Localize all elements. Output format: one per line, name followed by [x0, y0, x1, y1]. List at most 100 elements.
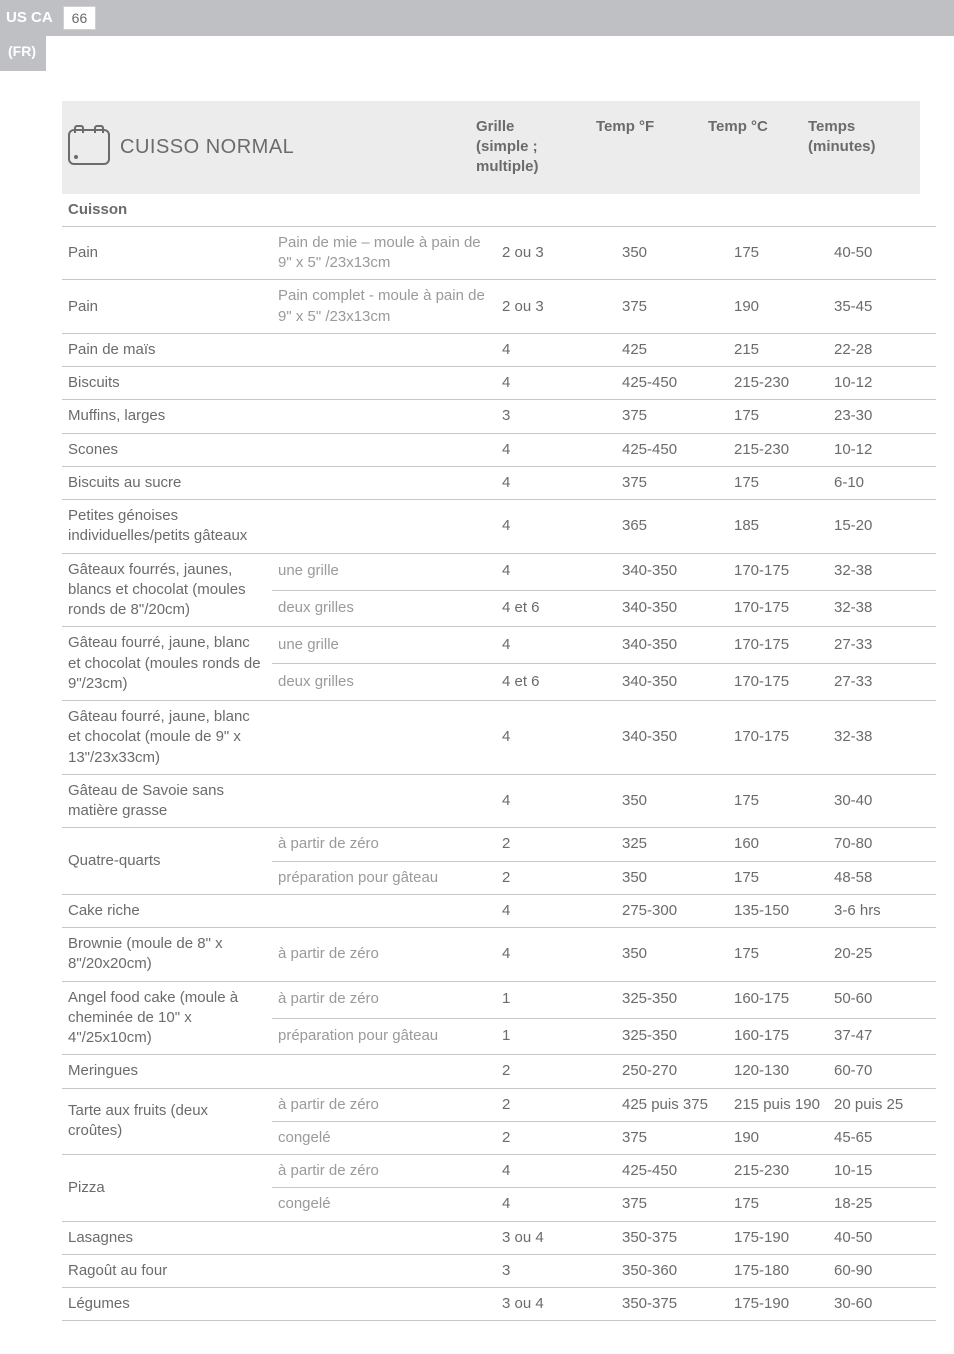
grille-cell: 4 — [496, 928, 616, 982]
prep-cell — [272, 774, 496, 828]
tempc-cell: 170-175 — [728, 664, 828, 701]
time-cell: 30-40 — [828, 774, 936, 828]
page-tab: US CA 66 Directives de cuisson — [0, 0, 954, 36]
tempf-cell: 325 — [616, 828, 728, 861]
table-row: Pain de maïs442521522-28 — [62, 333, 936, 366]
tempc-cell: 215-230 — [728, 433, 828, 466]
tempf-cell: 425 puis 375 — [616, 1088, 728, 1121]
grille-cell: 2 — [496, 1088, 616, 1121]
section-heading: Cuisson — [62, 194, 936, 227]
tempf-cell: 365 — [616, 500, 728, 554]
tempf-cell: 375 — [616, 1121, 728, 1154]
dish-cell: Pizza — [62, 1155, 272, 1222]
dish-cell: Gâteaux fourrés, jaunes, blancs et choco… — [62, 553, 272, 627]
page-title: Directives de cuisson — [110, 0, 398, 37]
time-cell: 20 puis 25 — [828, 1088, 936, 1121]
tempc-cell: 175-180 — [728, 1254, 828, 1287]
prep-cell — [272, 466, 496, 499]
tempf-cell: 340-350 — [616, 701, 728, 775]
column-headers: Grille (simple ; multiple) Temp °F Temp … — [470, 113, 910, 182]
time-cell: 23-30 — [828, 400, 936, 433]
table-row: Angel food cake (moule à cheminée de 10"… — [62, 981, 936, 1018]
tempc-cell: 175-190 — [728, 1221, 828, 1254]
tempf-cell: 350 — [616, 861, 728, 894]
grille-cell: 4 — [496, 627, 616, 664]
tempf-cell: 350 — [616, 928, 728, 982]
table-row: PainPain complet - moule à pain de 9" x … — [62, 280, 936, 334]
tempc-cell: 175 — [728, 400, 828, 433]
grille-cell: 3 — [496, 400, 616, 433]
table-row: Gâteau fourré, jaune, blanc et chocolat … — [62, 701, 936, 775]
prep-cell: préparation pour gâteau — [272, 1018, 496, 1055]
prep-cell — [272, 1254, 496, 1287]
grille-cell: 2 ou 3 — [496, 226, 616, 280]
grille-cell: 1 — [496, 981, 616, 1018]
prep-cell — [272, 400, 496, 433]
table-row: Légumes3 ou 4350-375175-19030-60 — [62, 1288, 936, 1321]
table-row: Biscuits4425-450215-23010-12 — [62, 367, 936, 400]
time-cell: 45-65 — [828, 1121, 936, 1154]
table-row: Quatre-quartsà partir de zéro232516070-8… — [62, 828, 936, 861]
tempc-cell: 185 — [728, 500, 828, 554]
time-cell: 32-38 — [828, 553, 936, 590]
prep-cell: une grille — [272, 627, 496, 664]
tempc-cell: 175 — [728, 466, 828, 499]
tempf-cell: 325-350 — [616, 981, 728, 1018]
table-row: PainPain de mie – moule à pain de 9" x 5… — [62, 226, 936, 280]
table-row: Meringues 2250-270120-13060-70 — [62, 1055, 936, 1088]
tempc-cell: 170-175 — [728, 701, 828, 775]
grille-cell: 4 — [496, 553, 616, 590]
prep-cell: congelé — [272, 1188, 496, 1221]
tempf-cell: 425 — [616, 333, 728, 366]
time-cell: 35-45 — [828, 280, 936, 334]
time-cell: 27-33 — [828, 627, 936, 664]
prep-cell — [272, 1055, 496, 1088]
oven-icon — [68, 129, 110, 165]
tempf-cell: 250-270 — [616, 1055, 728, 1088]
dish-cell: Meringues — [62, 1055, 272, 1088]
tempc-cell: 160-175 — [728, 1018, 828, 1055]
tempf-cell: 425-450 — [616, 367, 728, 400]
time-cell: 27-33 — [828, 664, 936, 701]
prep-cell: Pain complet - moule à pain de 9" x 5" /… — [272, 280, 496, 334]
tempc-cell: 175 — [728, 928, 828, 982]
tempf-cell: 340-350 — [616, 590, 728, 627]
tempf-cell: 350-360 — [616, 1254, 728, 1287]
time-cell: 6-10 — [828, 466, 936, 499]
prep-cell: à partir de zéro — [272, 928, 496, 982]
time-cell: 20-25 — [828, 928, 936, 982]
tempf-cell: 425-450 — [616, 433, 728, 466]
grille-cell: 4 — [496, 433, 616, 466]
time-cell: 32-38 — [828, 590, 936, 627]
time-cell: 32-38 — [828, 701, 936, 775]
prep-cell — [272, 701, 496, 775]
time-cell: 10-12 — [828, 433, 936, 466]
grille-cell: 2 — [496, 828, 616, 861]
tempc-cell: 120-130 — [728, 1055, 828, 1088]
time-cell: 22-28 — [828, 333, 936, 366]
col-grille: Grille (simple ; multiple) — [470, 113, 590, 182]
language-label: (FR) — [0, 36, 46, 71]
grille-cell: 3 ou 4 — [496, 1288, 616, 1321]
dish-cell: Brownie (moule de 8" x 8"/20x20cm) — [62, 928, 272, 982]
grille-cell: 3 — [496, 1254, 616, 1287]
prep-cell: préparation pour gâteau — [272, 861, 496, 894]
tab-label: US CA — [6, 8, 53, 28]
grille-cell: 4 — [496, 894, 616, 927]
time-cell: 50-60 — [828, 981, 936, 1018]
table-row: Ragoût au four3350-360175-18060-90 — [62, 1254, 936, 1287]
table-row: Pizzaà partir de zéro4425-450215-23010-1… — [62, 1155, 936, 1188]
prep-cell: à partir de zéro — [272, 828, 496, 861]
dish-cell: Biscuits au sucre — [62, 466, 272, 499]
grille-cell: 4 et 6 — [496, 590, 616, 627]
tempf-cell: 375 — [616, 280, 728, 334]
grille-cell: 1 — [496, 1018, 616, 1055]
dish-cell: Pain — [62, 280, 272, 334]
grille-cell: 2 — [496, 1055, 616, 1088]
grille-cell: 4 — [496, 466, 616, 499]
prep-cell: congelé — [272, 1121, 496, 1154]
prep-cell — [272, 500, 496, 554]
time-cell: 60-70 — [828, 1055, 936, 1088]
dish-cell: Gâteau fourré, jaune, blanc et chocolat … — [62, 627, 272, 701]
tempf-cell: 375 — [616, 400, 728, 433]
